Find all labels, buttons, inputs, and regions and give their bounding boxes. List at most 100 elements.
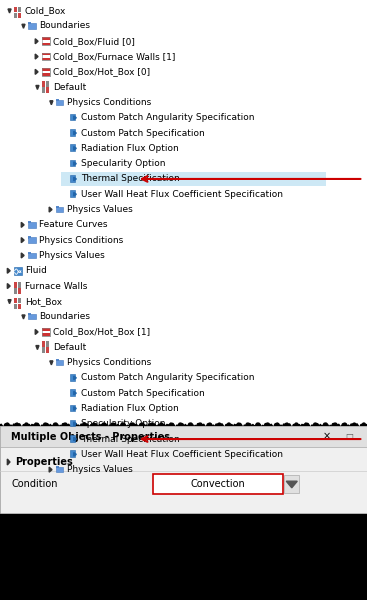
Text: Cold_Box/Furnace Walls [1]: Cold_Box/Furnace Walls [1] xyxy=(53,52,175,61)
Text: Custom Patch Specification: Custom Patch Specification xyxy=(81,128,204,137)
Bar xyxy=(70,404,75,411)
Polygon shape xyxy=(50,361,53,365)
Text: Condition: Condition xyxy=(11,479,58,489)
Bar xyxy=(18,289,21,294)
Bar xyxy=(42,71,50,73)
Bar xyxy=(28,314,36,319)
Bar xyxy=(14,298,17,303)
Text: Boundaries: Boundaries xyxy=(39,22,90,31)
Text: □: □ xyxy=(345,432,353,441)
Bar xyxy=(56,100,63,105)
Bar xyxy=(18,283,21,288)
Bar xyxy=(70,374,75,380)
Bar xyxy=(28,222,36,227)
Bar xyxy=(42,328,50,336)
Bar xyxy=(14,283,17,288)
Bar xyxy=(70,175,75,182)
Bar xyxy=(14,267,22,275)
Bar xyxy=(56,206,59,208)
Bar xyxy=(0,426,367,513)
Polygon shape xyxy=(7,284,10,289)
Bar xyxy=(46,81,49,86)
Bar xyxy=(56,98,59,101)
Bar xyxy=(42,73,50,76)
Polygon shape xyxy=(74,193,76,196)
Bar xyxy=(42,68,50,71)
Bar xyxy=(42,53,50,55)
Bar xyxy=(56,359,59,361)
Bar xyxy=(42,68,50,76)
Bar xyxy=(0,0,367,427)
Polygon shape xyxy=(286,481,297,488)
Polygon shape xyxy=(22,315,25,319)
Polygon shape xyxy=(49,207,52,212)
Polygon shape xyxy=(74,407,76,410)
Bar xyxy=(56,467,63,472)
Polygon shape xyxy=(74,146,76,150)
Bar xyxy=(28,22,31,25)
Text: User Wall Heat Flux Coefficient Specification: User Wall Heat Flux Coefficient Specific… xyxy=(81,190,283,199)
Bar xyxy=(42,87,45,92)
Bar xyxy=(56,466,59,468)
Polygon shape xyxy=(74,391,76,395)
Bar xyxy=(42,81,45,86)
Text: Custom Patch Specification: Custom Patch Specification xyxy=(81,389,204,398)
Text: Physics Values: Physics Values xyxy=(67,205,132,214)
Text: Feature Curves: Feature Curves xyxy=(39,220,108,229)
Bar xyxy=(70,114,75,121)
Bar xyxy=(42,347,45,353)
Text: Radiation Flux Option: Radiation Flux Option xyxy=(81,144,178,153)
Bar xyxy=(42,58,50,61)
Bar xyxy=(28,251,31,254)
Polygon shape xyxy=(74,116,76,119)
Polygon shape xyxy=(35,54,38,59)
Polygon shape xyxy=(49,467,52,472)
Bar xyxy=(56,207,63,212)
Bar xyxy=(61,172,326,186)
Text: Cold_Box/Hot_Box [0]: Cold_Box/Hot_Box [0] xyxy=(53,67,150,76)
Polygon shape xyxy=(21,223,24,227)
Bar xyxy=(46,347,49,353)
Polygon shape xyxy=(35,39,38,44)
Polygon shape xyxy=(7,459,10,465)
Text: Physics Conditions: Physics Conditions xyxy=(39,236,123,245)
Bar xyxy=(42,55,50,58)
Text: Custom Patch Angularity Specification: Custom Patch Angularity Specification xyxy=(81,113,254,122)
Polygon shape xyxy=(36,346,39,350)
Text: Convection: Convection xyxy=(191,479,246,489)
Bar xyxy=(56,360,63,365)
Text: Physics Conditions: Physics Conditions xyxy=(67,98,151,107)
Bar xyxy=(14,13,17,19)
Bar xyxy=(28,236,31,239)
Text: User Wall Heat Flux Coefficient Specification: User Wall Heat Flux Coefficient Specific… xyxy=(81,450,283,459)
Polygon shape xyxy=(74,162,76,166)
Bar xyxy=(14,304,17,309)
Text: Default: Default xyxy=(53,83,86,92)
Polygon shape xyxy=(74,437,76,441)
Bar xyxy=(42,53,50,61)
Bar xyxy=(70,420,75,427)
Bar xyxy=(70,145,75,151)
Text: Hot_Box: Hot_Box xyxy=(25,297,62,306)
Bar xyxy=(42,328,50,331)
FancyBboxPatch shape xyxy=(153,474,283,494)
Bar xyxy=(70,451,75,457)
Bar xyxy=(28,238,36,243)
Polygon shape xyxy=(35,70,38,74)
Text: Cold_Box: Cold_Box xyxy=(25,6,66,15)
Bar xyxy=(70,435,75,442)
Bar xyxy=(28,253,36,258)
Bar xyxy=(42,37,50,45)
Polygon shape xyxy=(50,101,53,105)
Text: Thermal Specification: Thermal Specification xyxy=(81,175,179,184)
Bar xyxy=(14,7,17,13)
Polygon shape xyxy=(21,253,24,258)
Polygon shape xyxy=(36,85,39,89)
Bar xyxy=(42,333,50,336)
Bar xyxy=(46,341,49,347)
Bar xyxy=(42,40,50,43)
Bar xyxy=(14,289,17,294)
Text: Physics Values: Physics Values xyxy=(67,465,132,474)
Bar xyxy=(28,221,31,223)
Polygon shape xyxy=(22,24,25,28)
